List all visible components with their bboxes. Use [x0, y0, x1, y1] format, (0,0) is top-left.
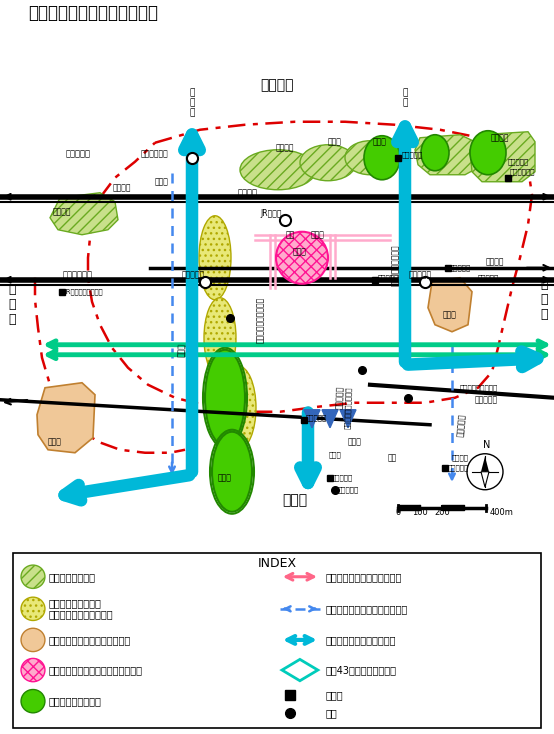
Ellipse shape	[300, 145, 356, 181]
Circle shape	[21, 689, 45, 713]
Text: 阪急神戸線: 阪急神戸線	[65, 149, 90, 159]
Text: 西
宮
市: 西 宮 市	[540, 278, 548, 321]
Text: 葦戸町: 葦戸町	[328, 137, 342, 146]
Ellipse shape	[205, 349, 245, 446]
Ellipse shape	[345, 141, 395, 175]
Ellipse shape	[212, 432, 252, 512]
Text: 国道２号: 国道２号	[486, 257, 504, 266]
Polygon shape	[481, 457, 489, 472]
Text: 月若町: 月若町	[155, 177, 169, 186]
Text: 箱ヶ丘集会所: 箱ヶ丘集会所	[510, 168, 536, 175]
Polygon shape	[340, 410, 356, 428]
Ellipse shape	[421, 135, 449, 171]
Text: 阪神打出駅: 阪神打出駅	[409, 270, 432, 279]
Polygon shape	[470, 131, 535, 182]
Text: N: N	[483, 440, 491, 450]
Text: 400m: 400m	[490, 508, 514, 517]
Polygon shape	[428, 277, 472, 332]
Text: INDEX: INDEX	[258, 557, 296, 570]
Circle shape	[21, 565, 45, 589]
Ellipse shape	[470, 131, 506, 175]
Text: 200: 200	[434, 508, 450, 517]
Polygon shape	[37, 382, 95, 453]
Text: 竹園集会所: 竹園集会所	[306, 415, 327, 421]
Text: 宅地の細分化防止: 宅地の細分化防止	[49, 572, 96, 582]
Circle shape	[21, 658, 45, 682]
Text: 学校: 学校	[326, 708, 337, 718]
Text: 河川沿いの景観保全と形成: 河川沿いの景観保全と形成	[326, 635, 396, 645]
Text: 西芦屋町: 西芦屋町	[113, 184, 131, 192]
Text: 0: 0	[396, 508, 401, 517]
Polygon shape	[50, 193, 118, 235]
Text: 山手地域: 山手地域	[260, 78, 294, 92]
Text: 防潮堤線: 防潮堤線	[452, 454, 469, 461]
Text: 芦屋川沿いの景観保全: 芦屋川沿いの景観保全	[255, 297, 264, 343]
Text: ＪＲ芦屋駅南地区の開発事業の計画: ＪＲ芦屋駅南地区の開発事業の計画	[49, 665, 143, 675]
Text: 阪神芦屋駅: 阪神芦屋駅	[182, 270, 205, 279]
FancyBboxPatch shape	[13, 553, 541, 728]
Text: 宮川沿いの景観形成: 宮川沿いの景観形成	[391, 244, 399, 286]
Text: 松ノ内町: 松ノ内町	[276, 143, 294, 152]
Text: 道路沿道緑地の整備: 道路沿道緑地の整備	[49, 696, 102, 706]
Polygon shape	[322, 410, 338, 428]
Ellipse shape	[220, 366, 256, 450]
Text: 松浜町: 松浜町	[218, 473, 232, 482]
Text: JR神戸線花田集会所: JR神戸線花田集会所	[64, 288, 102, 295]
Polygon shape	[481, 472, 489, 487]
Polygon shape	[415, 135, 478, 175]
Ellipse shape	[204, 298, 236, 378]
Text: 三八通: 三八通	[311, 230, 325, 239]
Text: 国道４３号: 国道４３号	[475, 395, 498, 404]
Text: 浜町: 浜町	[387, 453, 397, 462]
Text: 国道43号沿道の環境整備: 国道43号沿道の環境整備	[326, 665, 397, 675]
Text: 神
戸
市: 神 戸 市	[8, 283, 16, 326]
Text: ゆとりと潤いのある歩行者空間: ゆとりと潤いのある歩行者空間	[326, 604, 408, 614]
Text: 夏平町: 夏平町	[293, 247, 307, 256]
Text: 歩いて楽しい商業空間の形成: 歩いて楽しい商業空間の形成	[326, 572, 402, 582]
Text: JR芦屋駅: JR芦屋駅	[260, 209, 282, 218]
Text: 阪神電鉄本線: 阪神電鉄本線	[63, 270, 93, 279]
Text: 阪神高速３号神戸線: 阪神高速３号神戸線	[460, 385, 498, 391]
Text: 茶屋集会所: 茶屋集会所	[378, 275, 399, 281]
Text: 打出集会所: 打出集会所	[448, 465, 469, 471]
Text: 西廓町: 西廓町	[348, 437, 362, 446]
Text: 大原町: 大原町	[373, 137, 387, 146]
Text: 浜地域: 浜地域	[283, 493, 307, 506]
Text: 本通: 本通	[285, 230, 295, 239]
Text: 芦屋コミュニティ道路: 芦屋コミュニティ道路	[344, 386, 352, 429]
Polygon shape	[282, 659, 318, 680]
Text: 宮
川: 宮 川	[402, 88, 408, 107]
Text: 浜燈町: 浜燈町	[329, 451, 341, 458]
Text: 芦屋中央線: 芦屋中央線	[335, 386, 345, 410]
Text: 墨ヶ丘町: 墨ヶ丘町	[491, 134, 509, 142]
Text: 春日町: 春日町	[443, 310, 457, 319]
Text: 阿保鋼工場: 阿保鋼工場	[508, 159, 529, 165]
Text: 江尻川緑道: 江尻川緑道	[456, 413, 468, 437]
Ellipse shape	[199, 216, 231, 299]
Text: 阪急芦屋川駅: 阪急芦屋川駅	[140, 149, 168, 159]
Ellipse shape	[364, 136, 400, 180]
Polygon shape	[304, 410, 320, 428]
Ellipse shape	[240, 150, 316, 190]
Text: 元金南町: 元金南町	[53, 207, 71, 217]
Text: 歴史を感じさせる街並みの保全: 歴史を感じさせる街並みの保全	[49, 635, 131, 645]
Circle shape	[21, 628, 45, 652]
Circle shape	[21, 597, 45, 620]
Text: 海技大学校: 海技大学校	[338, 487, 359, 493]
Text: 川面線: 川面線	[177, 343, 187, 357]
Text: 西蔵集会所: 西蔵集会所	[332, 474, 353, 481]
Text: 100: 100	[412, 508, 428, 517]
Text: 芦
屋
川: 芦 屋 川	[189, 88, 194, 117]
Text: 大原集会所: 大原集会所	[402, 151, 423, 158]
Text: 河川空間を生かした
　住宅景観の保全と形成: 河川空間を生かした 住宅景観の保全と形成	[49, 598, 114, 619]
Ellipse shape	[276, 232, 328, 284]
Text: 打出小槌町: 打出小槌町	[478, 275, 499, 281]
Text: 平田町: 平田町	[48, 437, 62, 446]
Text: 春日集会所: 春日集会所	[450, 264, 471, 271]
Text: 中央地域のまちづくり方針図: 中央地域のまちづくり方針図	[28, 4, 158, 22]
Text: 山手幹線: 山手幹線	[238, 188, 258, 197]
Text: 集会所: 集会所	[326, 691, 343, 700]
